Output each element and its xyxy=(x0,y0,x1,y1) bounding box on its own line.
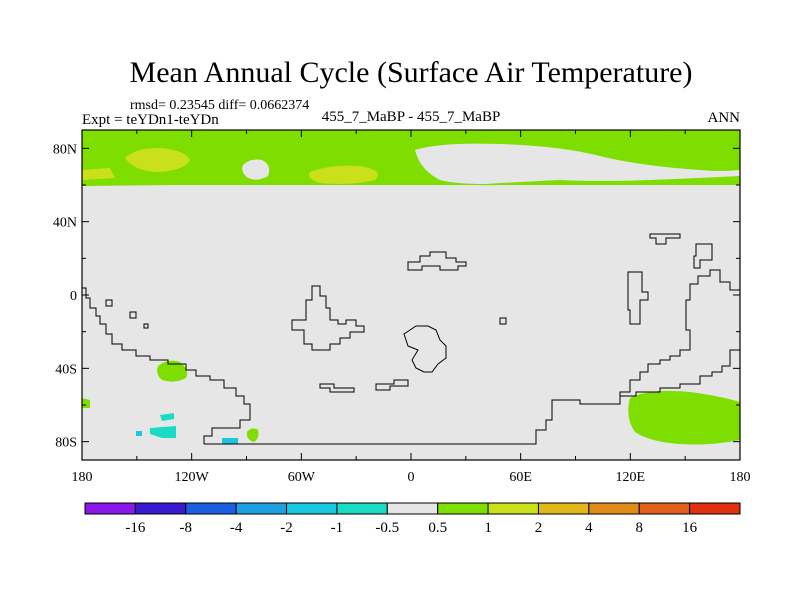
colorbar-swatch xyxy=(286,502,338,515)
colorbar-label: 2 xyxy=(535,520,543,536)
negative-spot-1 xyxy=(160,413,174,421)
colorbar-label: 0.5 xyxy=(428,520,447,536)
negative-spot-2 xyxy=(150,426,176,438)
coast-africa xyxy=(291,285,365,351)
coast-antarctica xyxy=(204,349,740,445)
negative-spot-4 xyxy=(222,438,238,444)
colorbar-swatch xyxy=(185,502,237,515)
y-tick-label: 80S xyxy=(55,436,77,451)
y-tick-label: 0 xyxy=(70,289,77,304)
coast-new-guinea xyxy=(693,243,713,269)
colorbar-swatch xyxy=(689,502,741,515)
south-pacific-positive xyxy=(157,360,188,382)
map-area xyxy=(82,130,740,460)
colorbar-swatch xyxy=(336,502,388,515)
arctic-yellow-spot-1 xyxy=(125,148,190,172)
coast-small-island-3 xyxy=(143,323,149,329)
chart-title: Mean Annual Cycle (Surface Air Temperatu… xyxy=(130,56,693,89)
coastlines xyxy=(82,233,740,445)
coast-philippines xyxy=(649,233,681,245)
southern-indian-ocean-positive xyxy=(628,390,740,445)
coast-south-america xyxy=(82,287,251,444)
colorbar-label: 1 xyxy=(484,520,492,536)
x-tick-label: 60E xyxy=(509,470,532,485)
colorbar-swatch xyxy=(235,502,288,515)
colorbar-swatch xyxy=(134,502,187,515)
experiment-label: Expt = teYDn1-teYDn xyxy=(82,112,219,128)
colorbar-swatch xyxy=(437,502,489,515)
coast-indonesia xyxy=(627,271,649,325)
colorbar-label: 16 xyxy=(682,520,698,536)
season-label: ANN xyxy=(708,110,741,126)
colorbar-label: -0.5 xyxy=(375,520,399,536)
colorbar-swatch xyxy=(84,502,136,515)
antarctic-small-positive xyxy=(246,428,259,442)
colorbar: -16 -8 -4 -2 -1 -0.5 0.5 1 2 4 8 16 xyxy=(84,502,741,536)
colorbar-swatch xyxy=(386,502,439,515)
colorbar-swatch xyxy=(487,502,539,515)
colorbar-label: 8 xyxy=(635,520,643,536)
colorbar-swatch xyxy=(588,502,640,515)
axes: 180 120W 60W 0 60E 120E 180 80N 40N 0 40S 80S xyxy=(53,130,751,485)
negative-spot-3 xyxy=(136,431,142,436)
colorbar-label: -2 xyxy=(280,520,293,536)
x-tick-label: 180 xyxy=(72,470,93,485)
colorbar-label: 4 xyxy=(585,520,593,536)
x-tick-label: 60W xyxy=(288,470,316,485)
center-label: 455_7_MaBP - 455_7_MaBP xyxy=(322,109,501,125)
x-tick-label: 180 xyxy=(730,470,751,485)
coast-small-island-4 xyxy=(499,317,507,325)
arctic-yellow-spot-2 xyxy=(308,165,378,184)
y-tick-label: 40N xyxy=(53,216,77,231)
colorbar-label: -4 xyxy=(230,520,243,536)
x-tick-label: 120W xyxy=(175,470,210,485)
coast-small-island-2 xyxy=(129,311,137,319)
coast-south-island-2 xyxy=(375,379,409,391)
x-tick-label: 0 xyxy=(408,470,415,485)
coast-arabia xyxy=(407,251,467,271)
colorbar-label: -8 xyxy=(180,520,193,536)
y-tick-label: 80N xyxy=(53,142,77,157)
siberia-gap xyxy=(415,143,740,184)
y-tick-label: 40S xyxy=(55,362,77,377)
stats-label: rmsd= 0.23545 diff= 0.0662374 xyxy=(130,98,309,113)
coast-madagascar-region xyxy=(403,325,447,373)
arctic-gap xyxy=(242,159,270,180)
coast-small-island-1 xyxy=(105,299,113,307)
colorbar-swatch xyxy=(537,502,590,515)
arctic-yellow-spot-3 xyxy=(82,168,115,180)
colorbar-label: -16 xyxy=(125,520,145,536)
colorbar-label: -1 xyxy=(331,520,344,536)
colorbar-swatch xyxy=(638,502,691,515)
coast-south-island-1 xyxy=(319,383,355,393)
x-tick-label: 120E xyxy=(616,470,646,485)
coast-australia-east xyxy=(619,269,740,396)
